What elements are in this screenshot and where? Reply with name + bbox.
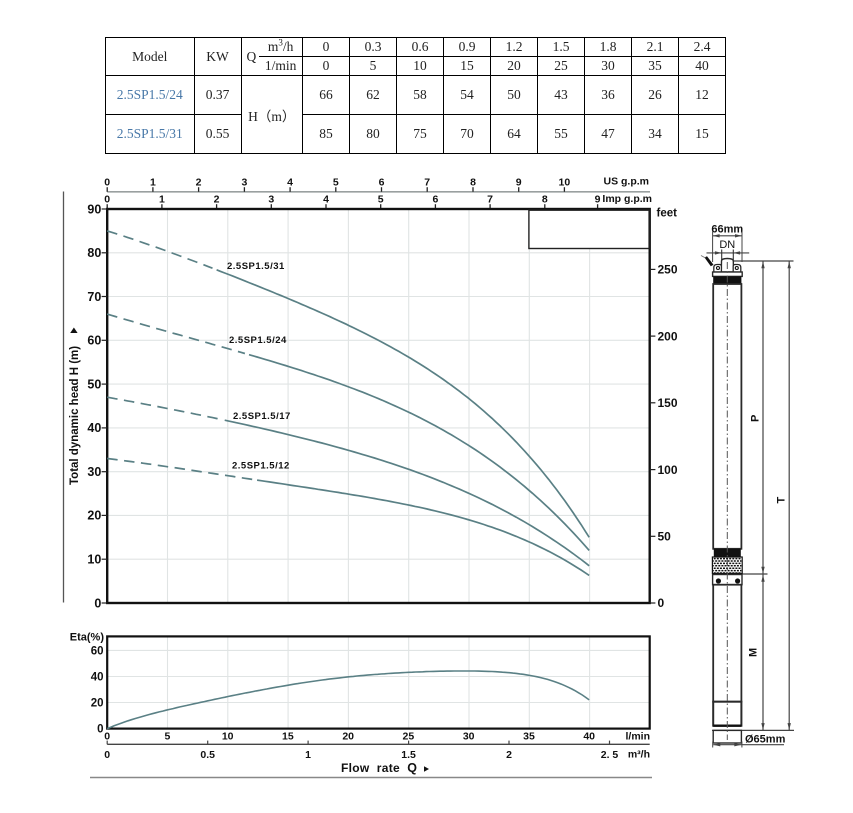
svg-text:2.5SP1.5/31: 2.5SP1.5/31 <box>227 261 285 272</box>
svg-text:3: 3 <box>241 177 247 189</box>
svg-text:0: 0 <box>104 194 110 206</box>
svg-text:40: 40 <box>87 421 101 435</box>
svg-text:90: 90 <box>87 202 101 216</box>
svg-text:30: 30 <box>463 731 475 743</box>
svg-text:9: 9 <box>516 177 522 189</box>
svg-text:20: 20 <box>91 698 104 710</box>
svg-text:35: 35 <box>523 731 535 743</box>
svg-text:60: 60 <box>91 645 104 657</box>
svg-text:T: T <box>776 497 788 504</box>
svg-text:Flow rate Q: Flow rate Q <box>341 761 417 775</box>
svg-text:P: P <box>750 415 762 422</box>
svg-text:8: 8 <box>542 194 548 206</box>
svg-text:3: 3 <box>268 194 274 206</box>
svg-text:25: 25 <box>403 731 415 743</box>
svg-text:Total dynamic head H (m): Total dynamic head H (m) <box>69 346 81 485</box>
svg-text:7: 7 <box>487 194 493 206</box>
svg-text:150: 150 <box>658 396 678 410</box>
svg-text:6: 6 <box>432 194 438 206</box>
svg-text:M: M <box>748 648 760 657</box>
svg-text:1: 1 <box>305 749 311 761</box>
svg-text:2: 2 <box>196 177 202 189</box>
svg-text:80: 80 <box>87 246 101 260</box>
svg-text:2. 5: 2. 5 <box>601 749 619 761</box>
svg-text:DN: DN <box>719 239 735 251</box>
svg-text:200: 200 <box>658 329 678 343</box>
svg-text:10: 10 <box>559 177 571 189</box>
svg-text:50: 50 <box>87 377 101 391</box>
svg-text:l/min: l/min <box>625 731 650 743</box>
svg-text:Imp g.p.m: Imp g.p.m <box>602 193 652 205</box>
svg-text:10: 10 <box>87 553 101 567</box>
svg-text:66mm: 66mm <box>711 223 743 235</box>
svg-text:10: 10 <box>222 731 234 743</box>
svg-text:5: 5 <box>333 177 339 189</box>
svg-text:40: 40 <box>91 672 104 684</box>
svg-text:US g.p.m: US g.p.m <box>603 176 649 188</box>
svg-text:Ø65mm: Ø65mm <box>745 734 786 746</box>
svg-text:1: 1 <box>150 177 156 189</box>
svg-text:30: 30 <box>87 465 101 479</box>
svg-text:8: 8 <box>470 177 476 189</box>
svg-text:250: 250 <box>658 263 678 277</box>
svg-text:2: 2 <box>214 194 220 206</box>
svg-text:50: 50 <box>658 530 672 544</box>
svg-text:feet: feet <box>657 208 678 220</box>
svg-text:0: 0 <box>104 177 110 189</box>
svg-text:0.5: 0.5 <box>200 749 215 761</box>
svg-text:5: 5 <box>378 194 384 206</box>
svg-text:4: 4 <box>323 194 329 206</box>
svg-text:m³/h: m³/h <box>628 748 650 760</box>
svg-text:40: 40 <box>583 731 595 743</box>
svg-text:15: 15 <box>282 731 294 743</box>
svg-text:2.5SP1.5/12: 2.5SP1.5/12 <box>232 461 290 472</box>
svg-text:0: 0 <box>658 596 665 610</box>
svg-text:20: 20 <box>342 731 354 743</box>
svg-text:20: 20 <box>87 509 101 523</box>
svg-text:2.5SP1.5/24: 2.5SP1.5/24 <box>229 335 287 346</box>
svg-text:2: 2 <box>506 749 512 761</box>
svg-text:1.5: 1.5 <box>401 749 416 761</box>
svg-text:Eta(%): Eta(%) <box>70 632 105 644</box>
svg-text:5: 5 <box>164 731 170 743</box>
svg-text:4: 4 <box>287 177 293 189</box>
svg-text:0: 0 <box>104 749 110 761</box>
svg-text:60: 60 <box>87 334 101 348</box>
svg-text:0: 0 <box>94 596 101 610</box>
svg-text:9: 9 <box>595 194 601 206</box>
svg-text:70: 70 <box>87 290 101 304</box>
svg-text:2.5SP1.5/17: 2.5SP1.5/17 <box>233 411 291 422</box>
svg-text:1: 1 <box>159 194 165 206</box>
svg-text:0: 0 <box>104 731 110 743</box>
svg-text:100: 100 <box>658 463 678 477</box>
svg-text:7: 7 <box>424 177 430 189</box>
svg-text:0: 0 <box>97 724 103 736</box>
svg-text:6: 6 <box>379 177 385 189</box>
